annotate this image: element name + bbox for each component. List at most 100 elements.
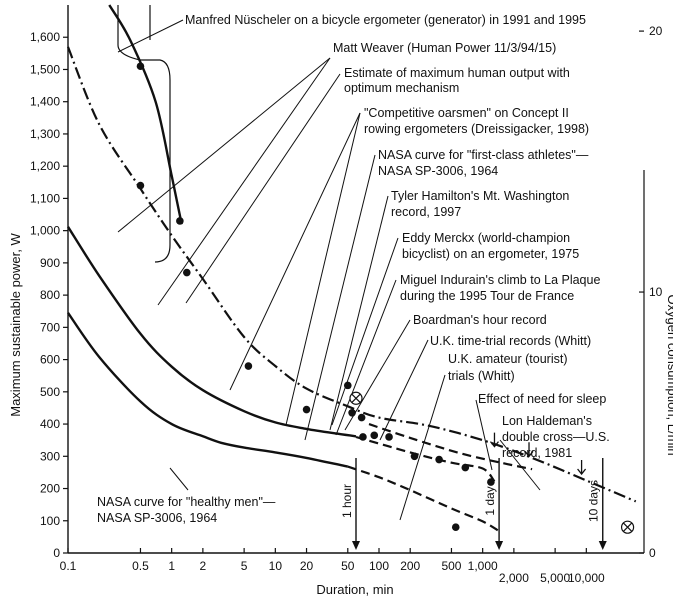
y-tick-label: 900 (40, 256, 60, 270)
leader-line (229, 112, 361, 391)
data-point (435, 455, 443, 464)
circle-x-stroke (623, 522, 633, 532)
time-marker-label: 10 days (587, 480, 601, 522)
leader-line (304, 154, 376, 441)
annotation-nasa-athletes-2: NASA SP-3006, 1964 (378, 164, 498, 178)
y-tick-label: 800 (40, 288, 60, 302)
leader-lines (117, 19, 541, 521)
y-tick-label: 1,100 (30, 191, 60, 205)
data-point (136, 62, 145, 71)
annotation-boardman: Boardman's hour record (413, 313, 547, 327)
y-tick-label: 1,000 (30, 224, 60, 238)
data-point (385, 433, 393, 441)
annotation-indurain-2: during the 1995 Tour de France (400, 289, 574, 303)
sleep-effect-arrow (524, 442, 534, 458)
y2-axis-title: Oxygen consumption, L/min (665, 294, 673, 455)
data-point (343, 381, 352, 390)
nuscheler-envelope (117, 5, 171, 263)
leader-line (157, 57, 331, 306)
y2-tick-label: 20 (649, 24, 663, 38)
time-marker-label: 1 day (483, 486, 497, 515)
series-line-0 (66, 226, 357, 438)
annotation-sleep: Effect of need for sleep (478, 392, 606, 406)
leader-line (331, 237, 399, 426)
annotation-weaver: Matt Weaver (Human Power 11/3/94/15) (333, 41, 556, 55)
annotation-nuscheler: Manfred Nüscheler on a bicycle ergometer… (185, 13, 586, 27)
data-point (451, 523, 460, 532)
y-tick-label: 1,400 (30, 95, 60, 109)
x-tick-label: 10 (269, 559, 283, 573)
y-tick-label: 0 (53, 546, 60, 560)
sleep-effect-arrow (489, 432, 499, 448)
x-tick-label: 0.1 (60, 559, 77, 573)
annotation-oarsmen-2: rowing ergometers (Dreissigacker, 1998) (364, 122, 589, 136)
data-point (348, 408, 356, 417)
annotations: Manfred Nüscheler on a bicycle ergometer… (97, 13, 610, 525)
x-tick-label: 1 (168, 559, 175, 573)
annotation-oarsmen: "Competitive oarsmen" on Concept II (364, 106, 569, 120)
annotation-haldeman: Lon Haldeman's (502, 414, 592, 428)
annotation-estimate-2: optimum mechanism (344, 81, 459, 95)
data-point (487, 478, 495, 486)
leader-line (285, 112, 361, 426)
annotation-indurain: Miguel Indurain's climb to La Plaque (400, 273, 600, 287)
x-tick-label: 5 (241, 559, 248, 573)
data-point (461, 463, 470, 472)
series-line-6 (108, 4, 183, 225)
x-tick-label: 0.5 (132, 559, 149, 573)
annotation-uk-amateur-2: trials (Whitt) (448, 369, 515, 383)
y-tick-label: 100 (40, 514, 60, 528)
x-tick-label: 500 (441, 559, 461, 573)
leader-line (117, 19, 184, 53)
data-points (136, 62, 635, 534)
y2-tick-label: 10 (649, 285, 663, 299)
data-point (370, 431, 379, 440)
annotation-estimate: Estimate of maximum human output with (344, 66, 570, 80)
y-axis-title: Maximum sustainable power, W (8, 233, 23, 417)
leader-line (475, 399, 493, 471)
x-tick-label: 50 (341, 559, 355, 573)
x-tick-label: 100 (369, 559, 389, 573)
time-markers: 1 hour 1 day 10 days (340, 458, 607, 550)
leader-line (329, 195, 389, 431)
y-tick-label: 200 (40, 482, 60, 496)
series-line-2 (347, 465, 500, 533)
data-point (136, 181, 145, 190)
data-point (359, 433, 367, 441)
time-marker-arrow (495, 541, 504, 550)
sleep-effect-arrow (577, 460, 587, 476)
annotation-uk-amateur: U.K. amateur (tourist) (448, 352, 567, 366)
x-tick-label: 10,000 (568, 571, 605, 585)
x-axis-title: Duration, min (316, 582, 393, 597)
time-marker-label: 1 hour (340, 484, 354, 518)
leader-line (379, 339, 429, 441)
data-point-circle-x (620, 520, 635, 534)
data-point (410, 452, 419, 461)
y-tick-label: 1,500 (30, 62, 60, 76)
series-line-1 (67, 312, 349, 468)
y-tick-label: 600 (40, 353, 60, 367)
annotation-nasa-healthy: NASA curve for "healthy men"— (97, 495, 276, 509)
annotation-nasa-healthy-2: NASA SP-3006, 1964 (97, 511, 217, 525)
annotation-hamilton: Tyler Hamilton's Mt. Washington (391, 189, 569, 203)
data-point (176, 217, 184, 225)
y-tick-label: 400 (40, 417, 60, 431)
data-point (357, 413, 366, 422)
leader-line (344, 319, 411, 431)
y-tick-label: 300 (40, 449, 60, 463)
y-tick-label: 1,200 (30, 159, 60, 173)
leader-line (169, 467, 189, 491)
x-tick-label: 2 (200, 559, 207, 573)
leader-line (399, 374, 446, 521)
annotation-hamilton-2: record, 1997 (391, 205, 461, 219)
y2-tick-label: 0 (649, 546, 656, 560)
leader-line (499, 439, 541, 491)
y-tick-label: 700 (40, 320, 60, 334)
x-tick-label: 5,000 (540, 571, 570, 585)
annotation-haldeman-2: double cross—U.S. (502, 430, 610, 444)
leader-line (335, 279, 397, 436)
leader-line (117, 57, 331, 233)
leader-line (185, 73, 341, 304)
data-point (302, 405, 311, 414)
